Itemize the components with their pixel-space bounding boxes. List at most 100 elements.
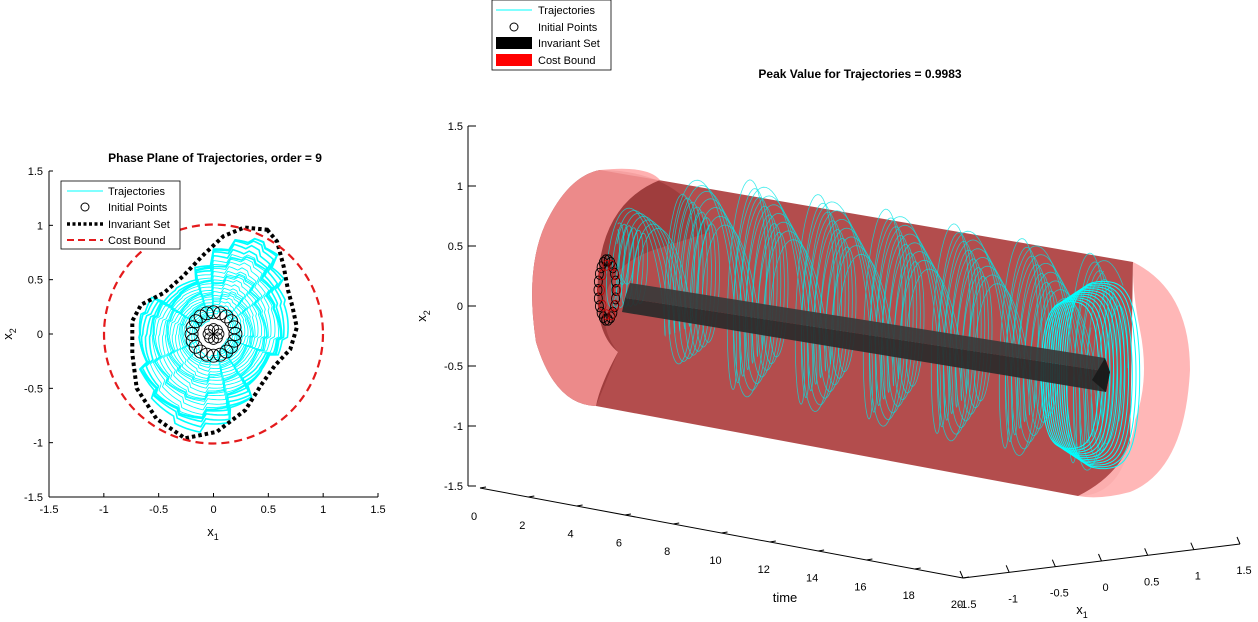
phase-legend-box xyxy=(60,180,181,250)
time-tick xyxy=(914,567,921,570)
3d-trajectory xyxy=(616,198,1118,451)
time-ticks: 0 2 4 6 8 10 12 14 16 18 20 xyxy=(471,486,970,611)
phase-initial-point xyxy=(228,327,243,341)
3d-initial-point xyxy=(596,306,606,319)
phase-trajectory-loop xyxy=(156,261,268,402)
phase-legend-initial-points-label: Initial Points xyxy=(108,202,168,214)
time-tick xyxy=(769,540,776,543)
phase-cost-bound-circle xyxy=(102,223,325,445)
phase-initial-point xyxy=(213,347,228,362)
phase-initial-point xyxy=(219,344,234,359)
x1-tick xyxy=(959,570,964,579)
phase-y-tick-label: -1.5 xyxy=(24,492,43,504)
x1-tick-label: 0 xyxy=(1102,582,1108,594)
phase-legend-initial-points-swatch xyxy=(80,202,90,212)
x2-tick-label: 0 xyxy=(457,301,463,313)
x1-tick xyxy=(1005,565,1010,573)
phase-trajectory-loop xyxy=(195,310,232,358)
time-tick-label: 0 xyxy=(471,511,477,523)
3d-initial-point xyxy=(594,267,604,280)
time-tick-label: 20 xyxy=(951,599,963,611)
time-axis-label: time xyxy=(773,590,798,605)
x1-tick xyxy=(1051,559,1056,567)
phase-initial-point xyxy=(219,309,234,324)
invariant-set-bar xyxy=(622,283,1110,392)
x1-tick-label: 1 xyxy=(1195,571,1201,583)
phase-x-axis-label: x1 xyxy=(207,524,219,542)
x1-tick-label: -1.5 xyxy=(958,599,977,611)
phase-initial-points xyxy=(184,305,243,363)
3d-trajectory xyxy=(611,185,1111,465)
phase-initial-point xyxy=(206,348,221,363)
3d-initial-point xyxy=(611,275,621,288)
cost-bound-near-cap xyxy=(1078,262,1190,498)
phase-legend-invariant-set-label: Invariant Set xyxy=(108,219,170,231)
phase-trajectory-loop xyxy=(153,256,272,411)
phase-initial-point xyxy=(193,309,208,324)
x1-ticks: -1.5 -1 -0.5 0 0.5 1 1.5 xyxy=(958,536,1252,611)
3d-initial-point xyxy=(598,299,607,311)
phase-trajectory-loop xyxy=(184,297,241,369)
phase-invariant-set-boundary xyxy=(130,225,299,441)
phase-initial-point xyxy=(184,327,199,341)
phase-x-tick-label: -1.5 xyxy=(40,504,59,516)
phase-x-tick-label: 0.5 xyxy=(261,504,276,516)
phase-x-tick-label: -0.5 xyxy=(149,504,168,516)
time-tick-label: 10 xyxy=(709,555,721,567)
3d-initial-point xyxy=(602,259,611,271)
phase-y-ticks: -1.5 -1 -0.5 0 0.5 1 1.5 xyxy=(24,166,53,504)
phase-y-tick-label: -1 xyxy=(33,438,43,450)
time-tick-label: 6 xyxy=(616,537,622,549)
x1-tick-label: -1 xyxy=(1008,593,1018,605)
cost-bound-start-cap xyxy=(532,168,660,406)
phase-initial-point xyxy=(193,344,208,359)
3d-legend-cost-bound-swatch xyxy=(496,54,532,66)
phase-trajectory-loop xyxy=(176,287,252,381)
time-tick-label: 18 xyxy=(903,590,915,602)
time-tick xyxy=(528,495,535,498)
phase-trajectory-loop xyxy=(181,293,246,376)
phase-x-tick-label: 1 xyxy=(320,504,326,516)
3d-initial-points xyxy=(593,254,621,326)
time-tick xyxy=(673,522,680,525)
x2-tick-label: -0.5 xyxy=(444,361,463,373)
time-tick-label: 16 xyxy=(854,581,866,593)
3d-initial-point xyxy=(593,284,603,296)
phase-legend-cost-bound-label: Cost Bound xyxy=(108,235,165,247)
3d-initial-point xyxy=(598,269,607,281)
x1-tick xyxy=(1144,548,1149,556)
phase-y-tick-label: -0.5 xyxy=(24,383,43,395)
phase-trajectory-loop xyxy=(170,279,254,385)
time-tick xyxy=(576,504,583,507)
3d-legend-trajectories-label: Trajectories xyxy=(538,5,596,17)
time-tick xyxy=(721,531,728,534)
phase-trajectory-loop xyxy=(159,266,267,401)
3d-legend: Trajectories Initial Points Invariant Se… xyxy=(491,0,612,71)
phase-trajectory-loop xyxy=(173,283,253,383)
x1-tick-label: 0.5 xyxy=(1144,576,1159,588)
x2-tick-label: -1 xyxy=(453,421,463,433)
phase-legend: Trajectories Initial Points Invariant Se… xyxy=(60,180,181,250)
3d-initial-point xyxy=(602,309,611,321)
x1-tick xyxy=(1236,536,1241,545)
phase-plane-chart: Phase Plane of Trajectories, order = 9 -… xyxy=(0,151,386,542)
phase-initial-point xyxy=(188,339,203,354)
3d-initial-point xyxy=(611,299,620,311)
3d-initial-point xyxy=(597,284,605,296)
x1-tick xyxy=(1190,542,1195,550)
3d-legend-initial-points-swatch xyxy=(509,22,519,32)
phase-initial-point xyxy=(227,333,242,348)
3d-initial-point xyxy=(607,309,616,321)
time-tick-label: 2 xyxy=(519,520,525,532)
phase-initial-point xyxy=(199,306,214,321)
time-tick xyxy=(818,549,825,552)
3d-legend-invariant-set-swatch xyxy=(496,37,532,49)
phase-initial-point xyxy=(206,305,221,320)
phase-y-axis-label: x2 xyxy=(0,328,18,340)
3d-initial-point xyxy=(601,254,611,267)
time-tick-label: 14 xyxy=(806,573,818,585)
time-tick xyxy=(479,486,487,489)
phase-trajectory-loop xyxy=(163,270,266,400)
3d-initial-point xyxy=(594,300,604,313)
3d-legend-initial-points-label: Initial Points xyxy=(538,22,598,34)
